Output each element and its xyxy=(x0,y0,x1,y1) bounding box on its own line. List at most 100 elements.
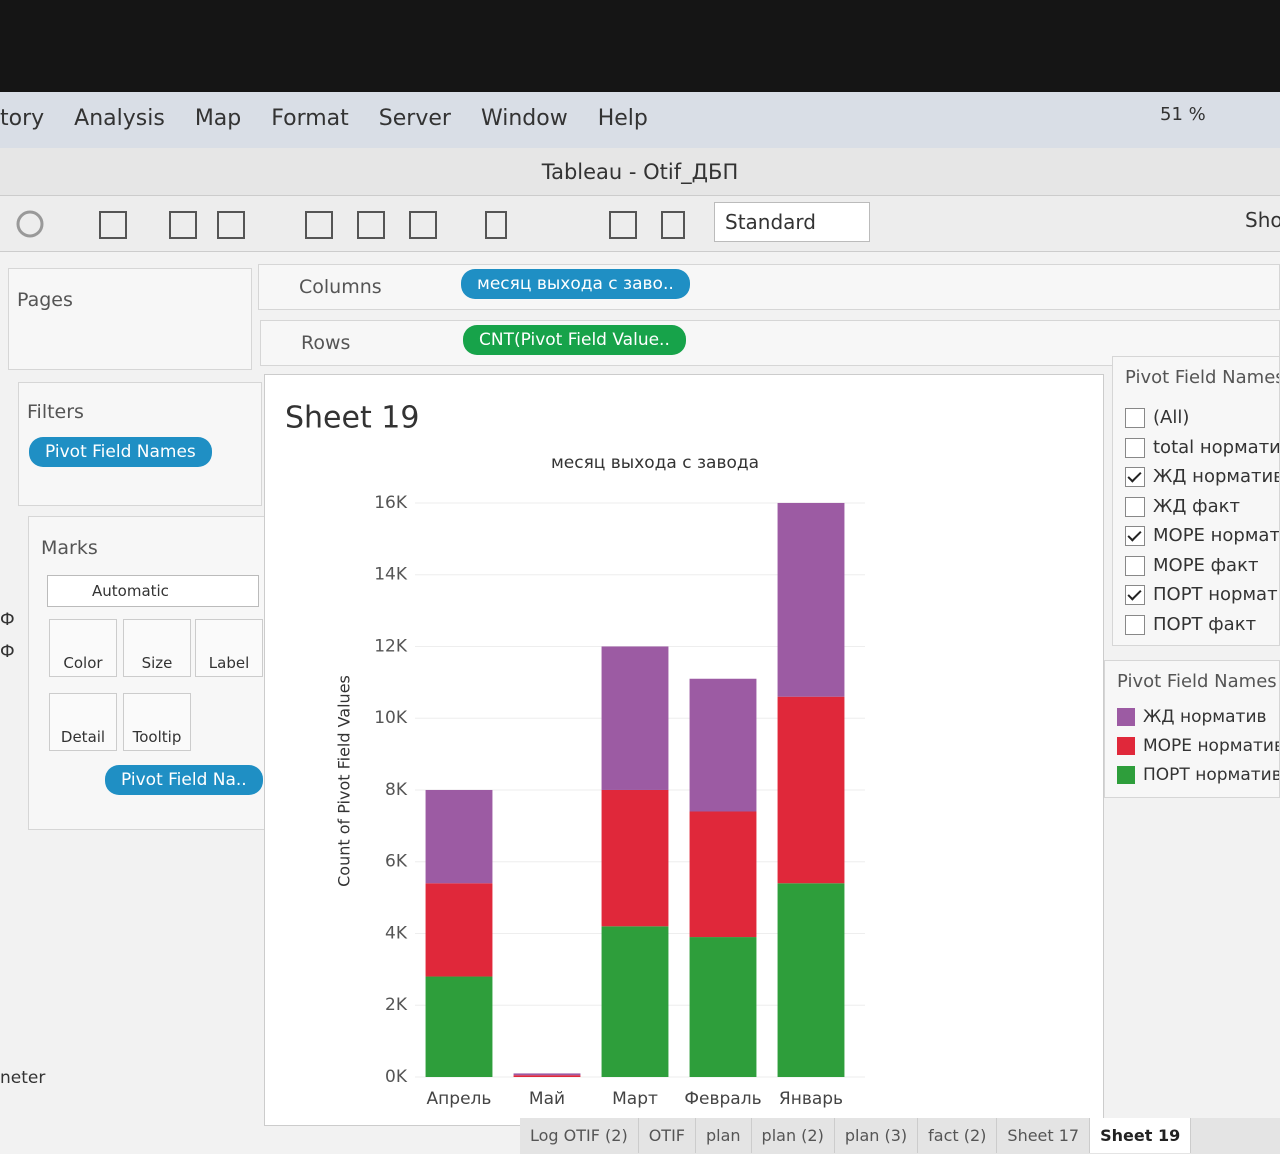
legend-swatch xyxy=(1117,766,1135,784)
checkbox[interactable] xyxy=(1125,437,1145,458)
checkbox[interactable] xyxy=(1125,526,1145,546)
legend-item[interactable]: ПОРТ норматив xyxy=(1117,765,1279,794)
menu-item[interactable]: Analysis xyxy=(74,106,165,131)
y-tick-label: 6K xyxy=(385,852,408,872)
checkbox[interactable] xyxy=(1125,408,1145,428)
sort-asc-icon[interactable] xyxy=(357,211,385,239)
refresh-icon[interactable] xyxy=(16,210,44,238)
bar-segment[interactable] xyxy=(513,1073,581,1076)
sheet-tab[interactable]: Log OTIF (2) xyxy=(520,1118,639,1153)
legend-label: ПОРТ норматив xyxy=(1143,765,1280,785)
filter-item-label: (All) xyxy=(1153,407,1190,428)
bar-segment[interactable] xyxy=(425,883,493,977)
rows-pill[interactable]: CNT(Pivot Field Value.. xyxy=(463,325,686,355)
sheet-tab[interactable]: plan (3) xyxy=(835,1118,919,1153)
duplicate-icon[interactable] xyxy=(169,211,197,239)
filter-item[interactable]: total нормати xyxy=(1125,437,1279,467)
filter-item[interactable]: ПОРТ факт xyxy=(1125,614,1279,644)
y-tick-label: 16K xyxy=(374,493,408,513)
sheet-tab[interactable]: fact (2) xyxy=(918,1118,998,1153)
mark-button[interactable]: Color xyxy=(49,619,117,677)
battery: 51 % xyxy=(1160,104,1206,125)
sheet-tab[interactable]: Sheet 17 xyxy=(997,1118,1091,1153)
pin-icon[interactable] xyxy=(661,211,685,239)
filter-item-label: ЖД факт xyxy=(1153,495,1240,517)
menu-item[interactable]: Server xyxy=(378,106,451,131)
menu-item[interactable]: Map xyxy=(194,106,242,131)
checkbox[interactable] xyxy=(1125,496,1145,517)
y-tick-label: 4K xyxy=(385,923,408,943)
filter-item[interactable]: ЖД норматив xyxy=(1125,466,1279,496)
marks-card: Marks Automatic Pivot Field Na.. Color Si… xyxy=(28,516,288,830)
side-text: neter xyxy=(0,1068,46,1088)
y-tick-label: 10K xyxy=(374,708,408,728)
clear-icon[interactable] xyxy=(217,211,245,239)
filter-item[interactable]: ПОРТ нормати xyxy=(1125,584,1279,614)
filter-item[interactable]: МОРЕ факт xyxy=(1125,555,1279,585)
mark-button[interactable]: Detail xyxy=(49,693,117,751)
x-tick-label: Март xyxy=(612,1089,658,1109)
bar-segment[interactable] xyxy=(513,1075,581,1077)
sheet-tab[interactable]: plan xyxy=(696,1118,752,1153)
legend-item[interactable]: ЖД норматив xyxy=(1117,707,1279,736)
x-tick-label: Апрель xyxy=(427,1089,492,1109)
bar-segment[interactable] xyxy=(601,646,669,790)
columns-pill[interactable]: месяц выхода с заво.. xyxy=(461,269,690,299)
y-tick-label: 14K xyxy=(374,565,408,585)
x-tick-label: Май xyxy=(529,1089,565,1109)
checkbox[interactable] xyxy=(1125,614,1145,635)
toolbar: Standard Sho xyxy=(0,196,1280,252)
sort-desc-icon[interactable] xyxy=(409,211,437,239)
menu-item[interactable]: Window xyxy=(480,106,568,131)
checkbox[interactable] xyxy=(1125,585,1145,605)
legend-swatch xyxy=(1117,737,1135,755)
legend-title: Pivot Field Names xyxy=(1117,671,1277,692)
bar-segment[interactable] xyxy=(777,696,845,884)
filter-item-label: ПОРТ факт xyxy=(1153,613,1257,635)
y-tick-label: 8K xyxy=(385,780,408,800)
mark-button[interactable]: Tooltip xyxy=(123,693,191,751)
x-tick-label: Январь xyxy=(779,1089,843,1109)
legend-item[interactable]: МОРЕ норматив xyxy=(1117,736,1279,765)
mark-type[interactable]: Automatic xyxy=(47,575,259,607)
color-pill[interactable]: Pivot Field Na.. xyxy=(105,765,263,795)
bar-segment[interactable] xyxy=(425,789,493,884)
filter-item[interactable]: ЖД факт xyxy=(1125,496,1279,526)
new-sheet-icon[interactable] xyxy=(99,211,127,239)
bar-segment[interactable] xyxy=(689,937,757,1077)
sheet-tab[interactable]: OTIF xyxy=(639,1118,696,1153)
checkbox[interactable] xyxy=(1125,467,1145,487)
filter-item-label: total нормати xyxy=(1153,436,1280,458)
swap-icon[interactable] xyxy=(305,211,333,239)
fit-dropdown[interactable]: Standard xyxy=(714,202,870,242)
filter-pill[interactable]: Pivot Field Names xyxy=(29,437,212,467)
show-me[interactable]: Sho xyxy=(1245,208,1280,232)
bar-segment[interactable] xyxy=(777,883,845,1077)
filter-item[interactable]: (All) xyxy=(1125,407,1279,437)
bar-segment[interactable] xyxy=(689,811,757,938)
filter-item[interactable]: МОРЕ нормати xyxy=(1125,525,1279,555)
filter-item-label: ЖД норматив xyxy=(1153,466,1280,487)
bar-segment[interactable] xyxy=(689,678,757,812)
menu-item[interactable]: Format xyxy=(271,106,349,131)
x-tick-label: Февраль xyxy=(684,1089,761,1109)
chart-title: Sheet 19 xyxy=(285,401,419,436)
mark-button[interactable]: Label xyxy=(195,619,263,677)
bar-segment[interactable] xyxy=(601,926,669,1077)
chart-subtitle: месяц выхода с завода xyxy=(551,453,759,473)
bar-segment[interactable] xyxy=(777,502,845,697)
sheet-tab[interactable]: Sheet 19 xyxy=(1090,1118,1192,1153)
menu-item[interactable]: Help xyxy=(597,106,648,131)
label-icon[interactable] xyxy=(609,211,637,239)
y-tick-label: 12K xyxy=(374,636,408,656)
sheet-tab[interactable]: plan (2) xyxy=(752,1118,835,1153)
checkbox[interactable] xyxy=(1125,555,1145,576)
menu-bar: tory Analysis Map Format Server Window Help xyxy=(0,92,1280,148)
highlight-icon[interactable] xyxy=(485,211,507,239)
bar-segment[interactable] xyxy=(601,789,669,927)
mark-button[interactable]: Size xyxy=(123,619,191,677)
menu-item[interactable]: tory xyxy=(0,106,45,131)
bar-segment[interactable] xyxy=(425,976,493,1077)
filters-title: Filters xyxy=(27,401,84,423)
